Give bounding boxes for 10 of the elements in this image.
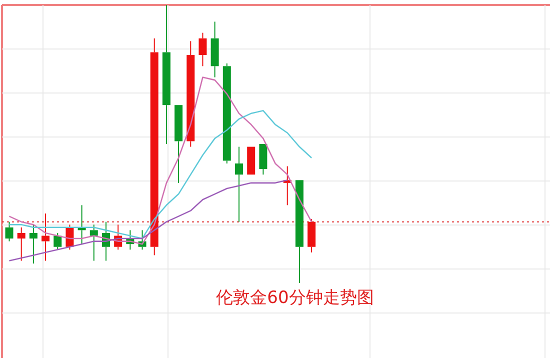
text: 伦敦金60分钟走势图 bbox=[216, 288, 374, 308]
candlestick bbox=[198, 32, 207, 67]
candlestick bbox=[210, 21, 219, 78]
candlestick bbox=[186, 40, 195, 148]
candlestick bbox=[222, 62, 231, 164]
candlestick bbox=[162, 4, 170, 144]
candlestick bbox=[235, 146, 243, 222]
candlestick bbox=[17, 226, 26, 262]
candlestick bbox=[42, 213, 50, 262]
candlestick bbox=[150, 38, 158, 256]
